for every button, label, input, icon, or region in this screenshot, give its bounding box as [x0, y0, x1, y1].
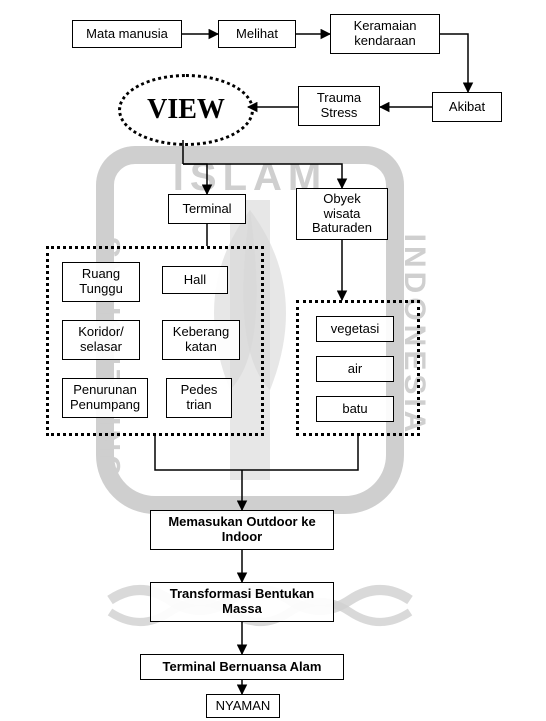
label: Koridor/selasar: [78, 325, 124, 355]
node-view: VIEW: [118, 74, 254, 146]
label: air: [348, 362, 362, 377]
label: ObyekwisataBaturaden: [312, 192, 372, 237]
label: Transformasi BentukanMassa: [170, 587, 315, 617]
node-air: air: [316, 356, 394, 382]
node-hall: Hall: [162, 266, 228, 294]
label: Memasukan Outdoor keIndoor: [168, 515, 315, 545]
node-keberang: Keberangkatan: [162, 320, 240, 360]
node-penurunan: PenurunanPenumpang: [62, 378, 148, 418]
label: Pedestrian: [181, 383, 218, 413]
label: Terminal Bernuansa Alam: [163, 660, 322, 675]
label: NYAMAN: [216, 699, 271, 714]
node-bernuansa: Terminal Bernuansa Alam: [140, 654, 344, 680]
node-obyek: ObyekwisataBaturaden: [296, 188, 388, 240]
node-batu: batu: [316, 396, 394, 422]
node-nyaman: NYAMAN: [206, 694, 280, 718]
node-pedes: Pedestrian: [166, 378, 232, 418]
label: Terminal: [182, 202, 231, 217]
node-koridor: Koridor/selasar: [62, 320, 140, 360]
node-terminal: Terminal: [168, 194, 246, 224]
node-keramaian: Keramaiankendaraan: [330, 14, 440, 54]
node-ruang: RuangTunggu: [62, 262, 140, 302]
node-memasukan: Memasukan Outdoor keIndoor: [150, 510, 334, 550]
nodes-layer: VIEW Mata manusia Melihat Keramaiankenda…: [0, 0, 546, 721]
label: Keramaiankendaraan: [354, 19, 417, 49]
label: TraumaStress: [317, 91, 361, 121]
label: Melihat: [236, 27, 278, 42]
node-transform: Transformasi BentukanMassa: [150, 582, 334, 622]
label: Akibat: [449, 100, 485, 115]
node-vegetasi: vegetasi: [316, 316, 394, 342]
node-akibat: Akibat: [432, 92, 502, 122]
label: Hall: [184, 273, 206, 288]
label: RuangTunggu: [79, 267, 123, 297]
label: Mata manusia: [86, 27, 168, 42]
node-melihat: Melihat: [218, 20, 296, 48]
node-mata: Mata manusia: [72, 20, 182, 48]
label: Keberangkatan: [173, 325, 229, 355]
node-view-label: VIEW: [147, 94, 225, 126]
node-trauma: TraumaStress: [298, 86, 380, 126]
label: vegetasi: [331, 322, 379, 337]
label: batu: [342, 402, 367, 417]
label: PenurunanPenumpang: [70, 383, 140, 413]
